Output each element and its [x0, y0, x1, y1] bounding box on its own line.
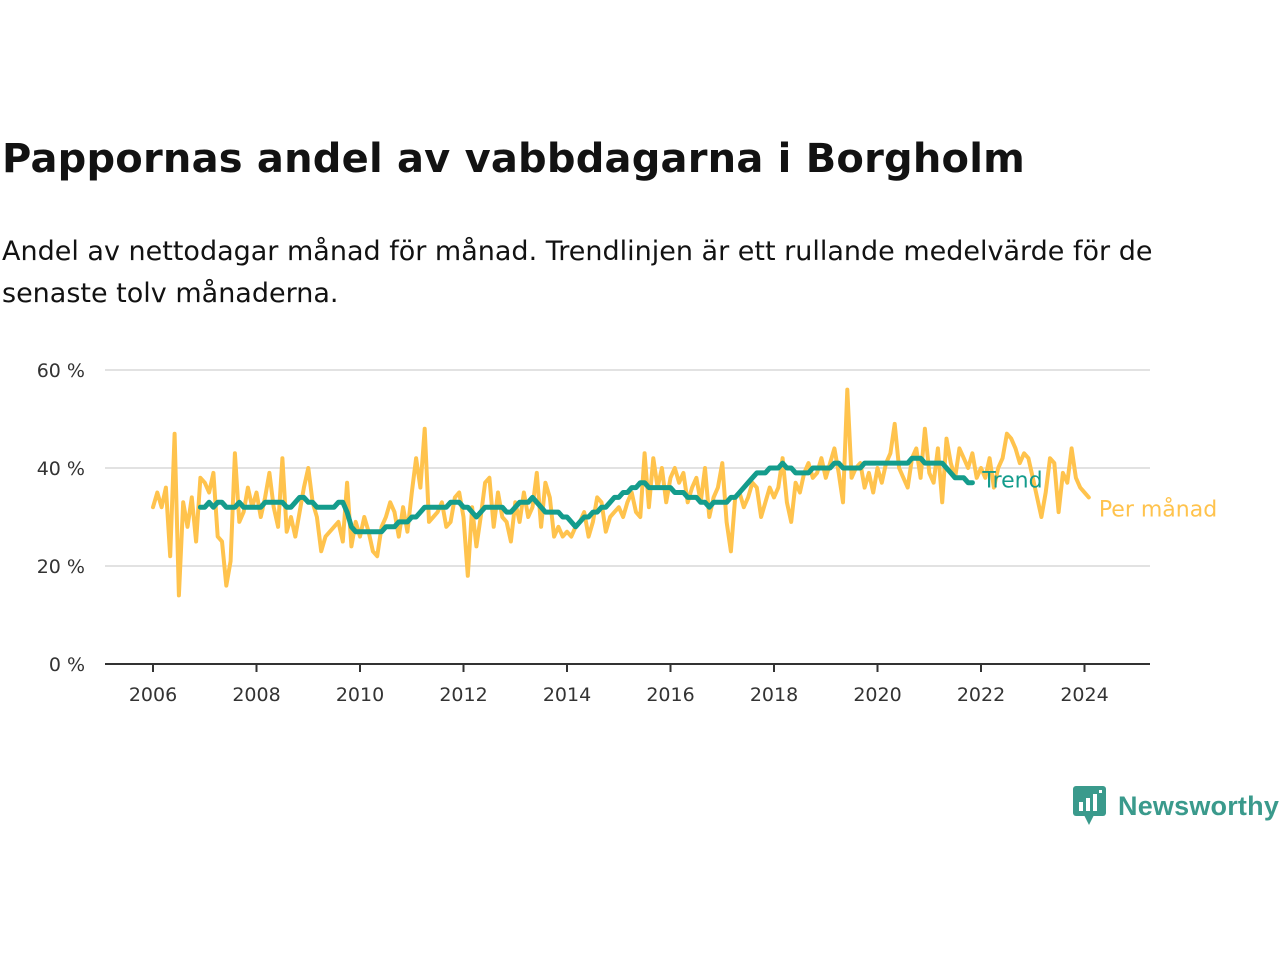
x-tick-label: 2016 — [646, 684, 694, 706]
trend-line — [197, 455, 975, 535]
y-tick-label: 60 % — [37, 360, 85, 382]
x-tick-label: 2022 — [957, 684, 1005, 706]
chart-subtitle: Andel av nettodagar månad för månad. Tre… — [2, 236, 1153, 309]
x-axis: 2006 2008 2010 2012 2014 2016 2018 2020 2022 2024 — [105, 663, 1150, 706]
monthly-line — [151, 387, 1091, 598]
newsworthy-brand: Newsworthy — [1072, 784, 1279, 828]
x-tick-label: 2006 — [129, 684, 177, 706]
newsworthy-logo-icon — [1073, 786, 1106, 825]
x-tick-label: 2020 — [853, 684, 901, 706]
series-lines — [151, 387, 1091, 598]
x-tick-label: 2018 — [750, 684, 798, 706]
y-tick-label: 0 % — [49, 654, 85, 676]
chart-title: Pappornas andel av vabbdagarna i Borghol… — [2, 136, 1025, 182]
x-tick-label: 2010 — [336, 684, 384, 706]
monthly-series-label: Per månad — [1099, 496, 1217, 522]
x-tick-label: 2012 — [439, 684, 487, 706]
brand-name: Newsworthy — [1118, 790, 1280, 821]
y-tick-label: 20 % — [37, 556, 85, 578]
trend-series-label: Trend — [981, 469, 1042, 494]
x-tick-label: 2008 — [232, 684, 280, 706]
y-tick-label: 40 % — [37, 458, 85, 480]
series-end-labels: Per månad Trend — [981, 469, 1217, 523]
line-chart: 0 % 20 % 40 % 60 % 2006 2008 2010 2012 2014 2016… — [37, 360, 1217, 706]
x-tick-label: 2014 — [543, 684, 591, 706]
y-axis-ticks: 0 % 20 % 40 % 60 % — [37, 360, 85, 676]
x-tick-label: 2024 — [1060, 684, 1108, 706]
